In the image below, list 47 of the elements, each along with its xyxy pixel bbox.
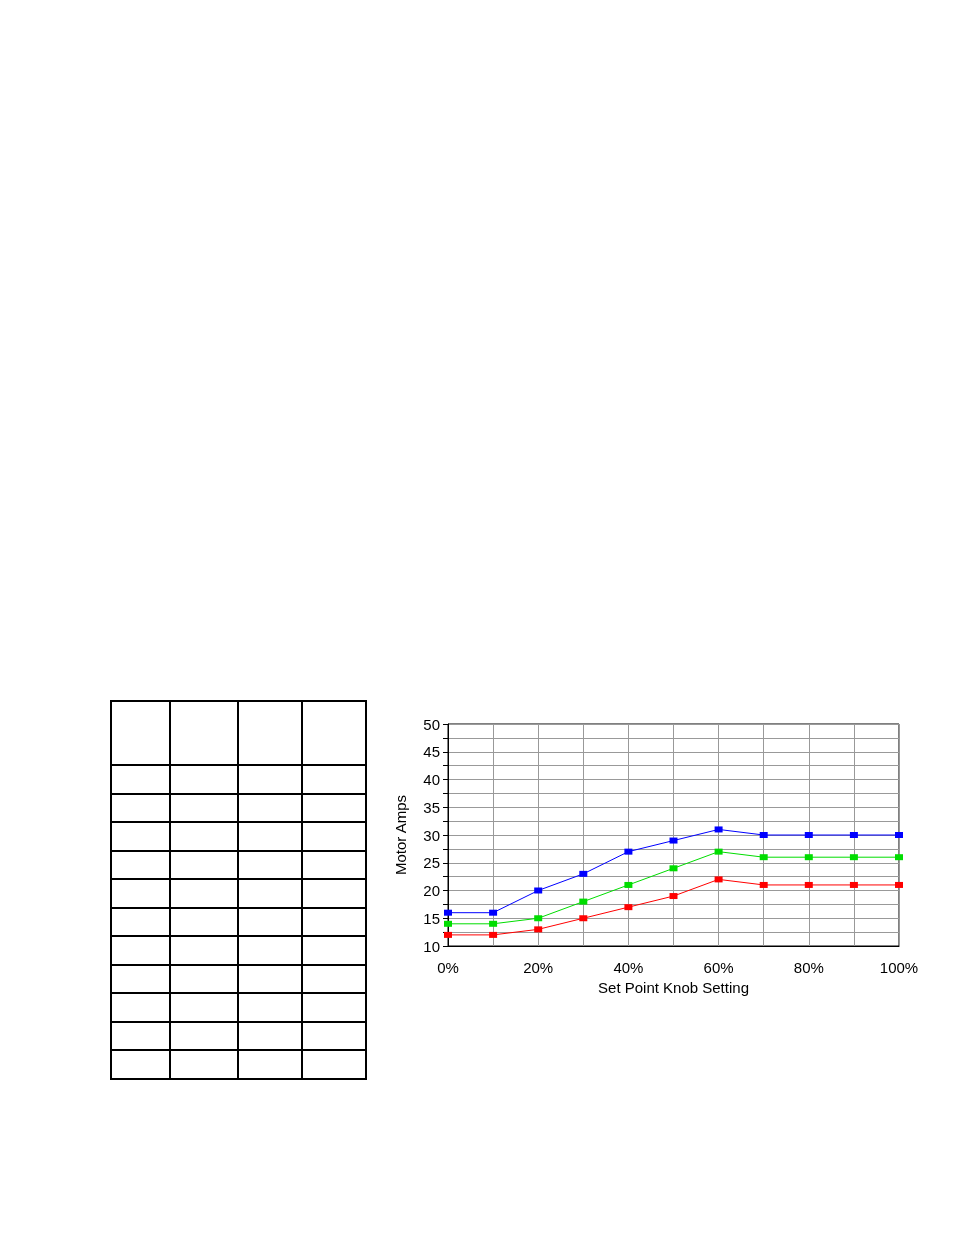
point bbox=[669, 865, 678, 872]
y-tick-label: 20 bbox=[423, 882, 440, 899]
y-tick-label: 50 bbox=[423, 715, 440, 733]
point bbox=[849, 854, 858, 861]
x-tick-label: 40% bbox=[613, 959, 644, 976]
y-tick-label: 10 bbox=[423, 937, 440, 955]
point bbox=[669, 837, 678, 844]
y-tick-label: 30 bbox=[423, 826, 440, 844]
point bbox=[534, 926, 543, 933]
point bbox=[624, 881, 633, 888]
point bbox=[624, 848, 633, 855]
point bbox=[444, 920, 452, 927]
point bbox=[489, 931, 498, 938]
y-tick-label: 15 bbox=[423, 909, 440, 927]
x-tick-label: 20% bbox=[523, 959, 554, 976]
x-tick-label: 80% bbox=[793, 959, 824, 976]
y-axis-title: Motor Amps bbox=[392, 794, 409, 876]
point bbox=[714, 848, 723, 855]
y-tick-label: 45 bbox=[423, 743, 440, 761]
point bbox=[579, 870, 588, 877]
y-tick-label: 40 bbox=[423, 771, 440, 788]
point bbox=[714, 826, 723, 833]
x-tick-label: 100% bbox=[879, 959, 919, 976]
point bbox=[849, 881, 858, 888]
point bbox=[714, 876, 723, 883]
x-tick-label: 60% bbox=[703, 959, 734, 976]
point bbox=[444, 931, 452, 938]
point bbox=[579, 915, 588, 922]
point bbox=[534, 887, 543, 894]
point bbox=[489, 909, 498, 916]
y-tick-label: 35 bbox=[423, 798, 440, 816]
point bbox=[579, 898, 588, 905]
point bbox=[669, 893, 678, 900]
point bbox=[895, 832, 903, 838]
x-tick-label: 0% bbox=[437, 959, 459, 976]
point bbox=[895, 881, 903, 888]
point bbox=[534, 915, 543, 922]
point bbox=[489, 920, 498, 927]
point bbox=[895, 854, 903, 861]
point bbox=[444, 909, 452, 916]
point bbox=[759, 854, 768, 861]
point bbox=[624, 904, 633, 911]
point bbox=[804, 854, 813, 861]
point bbox=[804, 881, 813, 888]
y-tick-label: 25 bbox=[423, 854, 440, 872]
point bbox=[759, 881, 768, 888]
x-axis-title: Set Point Knob Setting bbox=[598, 978, 749, 996]
